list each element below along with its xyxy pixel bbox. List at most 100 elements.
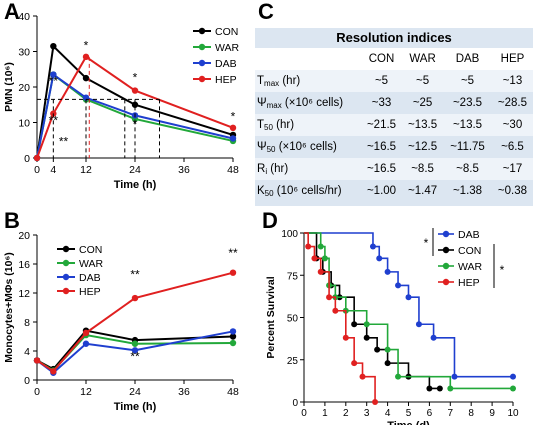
table-cell: ~8.5 (456, 163, 479, 175)
survival-point-dab (430, 334, 437, 341)
y-tick-label: 0 (292, 398, 298, 409)
survival-point-hep (351, 360, 358, 367)
significance-marker: * (133, 71, 138, 85)
survival-point-con (363, 334, 370, 341)
table-cell: ~5 (374, 75, 389, 87)
table-cell: ~0.38 (497, 185, 528, 197)
y-tick-label: 50 (287, 314, 299, 325)
survival-point-dab (405, 294, 412, 301)
significance-marker: * (84, 39, 89, 53)
survival-point-war (321, 255, 328, 262)
data-point-con (131, 101, 139, 108)
data-point-war (131, 340, 139, 347)
table-cell: ~13.5 (452, 119, 483, 131)
legend-label-con: CON (79, 244, 102, 256)
legend-marker-con (62, 245, 70, 253)
y-axis-label: Percent Survival (265, 276, 277, 358)
legend-label-hep: HEP (215, 74, 237, 86)
survival-point-hep (326, 294, 333, 301)
x-axis-label: Time (d) (387, 420, 430, 425)
x-tick-label: 3 (364, 408, 370, 419)
data-point-hep (82, 329, 90, 337)
survival-point-dab (369, 243, 376, 250)
survival-curve-war (304, 232, 513, 390)
x-axis-label: Time (h) (114, 401, 157, 413)
table-header-cell: HEP (500, 53, 525, 65)
survival-point-war (395, 373, 402, 380)
y-axis-label: PMN (10⁶) (3, 62, 15, 112)
legend-marker-dab (62, 273, 70, 281)
survival-point-con (436, 385, 443, 392)
survival-point-hep (311, 255, 318, 262)
y-tick-label: 20 (18, 82, 30, 94)
table-header-cell: DAB (455, 53, 480, 65)
table-cell: ~28.5 (497, 97, 528, 109)
legend-marker-war (62, 259, 70, 267)
table-cell: ~11.75 (450, 141, 485, 153)
survival-point-war (317, 243, 324, 250)
y-tick-label: 12 (18, 288, 30, 300)
table-cell: ~16.5 (366, 163, 397, 175)
y-tick-label: 25 (287, 356, 299, 367)
legend-marker-con (198, 27, 206, 35)
x-tick-label: 36 (178, 386, 190, 398)
survival-point-dab (395, 282, 402, 289)
panel-letter-a: A (4, 0, 20, 24)
significance-marker: ** (130, 268, 140, 282)
data-point-dab (229, 135, 237, 142)
x-tick-label: 0 (34, 164, 40, 176)
survival-point-dab (415, 321, 422, 328)
legend-label-dab: DAB (458, 229, 480, 241)
y-tick-label: 75 (287, 271, 299, 282)
survival-point-dab (376, 255, 383, 262)
legend-marker-war (442, 262, 450, 270)
data-point-hep (229, 269, 237, 276)
significance-marker: ** (130, 349, 140, 363)
row-label: Ψmax (×10⁶ cells) (257, 96, 344, 110)
survival-point-dab (451, 373, 458, 380)
resolution-indices-table: Resolution indices CON WAR DAB HEP Tmax … (255, 28, 533, 206)
legend-marker-hep (62, 287, 70, 295)
survival-point-con (384, 360, 391, 367)
survival-point-war (447, 385, 454, 392)
x-tick-label: 24 (129, 164, 141, 176)
table-cell: ~6.5 (501, 141, 524, 153)
data-point-dab (50, 71, 57, 78)
data-point-con (229, 333, 237, 340)
x-tick-label: 48 (227, 386, 239, 398)
legend-label-con: CON (458, 245, 481, 257)
table-cell: ~12.5 (408, 141, 438, 153)
x-tick-label: 7 (448, 408, 454, 419)
row-label: Ψ50 (×10⁶ cells) (257, 140, 337, 154)
survival-curve-con (304, 232, 440, 390)
legend-marker-war (198, 43, 206, 51)
survival-point-con (426, 385, 433, 392)
table-cell: ~5 (416, 75, 430, 87)
legend-label-war: WAR (79, 258, 104, 270)
legend-marker-dab (442, 230, 450, 238)
survival-curve-dab (304, 232, 513, 378)
significance-marker: ** (49, 113, 59, 127)
y-tick-label: 20 (18, 230, 30, 242)
table-row: Tmax (hr) ~5 ~5 ~5 ~13 (255, 70, 533, 92)
x-axis-label: Time (h) (114, 179, 157, 191)
data-point-hep (131, 294, 139, 302)
survival-point-war (363, 321, 370, 328)
x-tick-label: 36 (178, 164, 190, 176)
significance-marker: ** (59, 135, 69, 149)
table-cell: ~1.00 (366, 185, 397, 197)
x-tick-label: 10 (507, 408, 519, 419)
x-tick-label: 5 (406, 408, 412, 419)
x-tick-label: 4 (385, 408, 391, 419)
legend-label-hep: HEP (79, 286, 101, 298)
x-tick-label: 6 (427, 408, 433, 419)
panel-letter-d: D (262, 208, 278, 233)
table-cell: ~13.5 (408, 119, 438, 131)
table-header-cell (255, 48, 361, 70)
y-tick-label: 16 (18, 259, 30, 271)
y-tick-label: 30 (18, 47, 30, 59)
y-tick-label: 10 (18, 118, 30, 130)
data-point-hep (33, 357, 41, 364)
legend-marker-hep (198, 75, 206, 83)
